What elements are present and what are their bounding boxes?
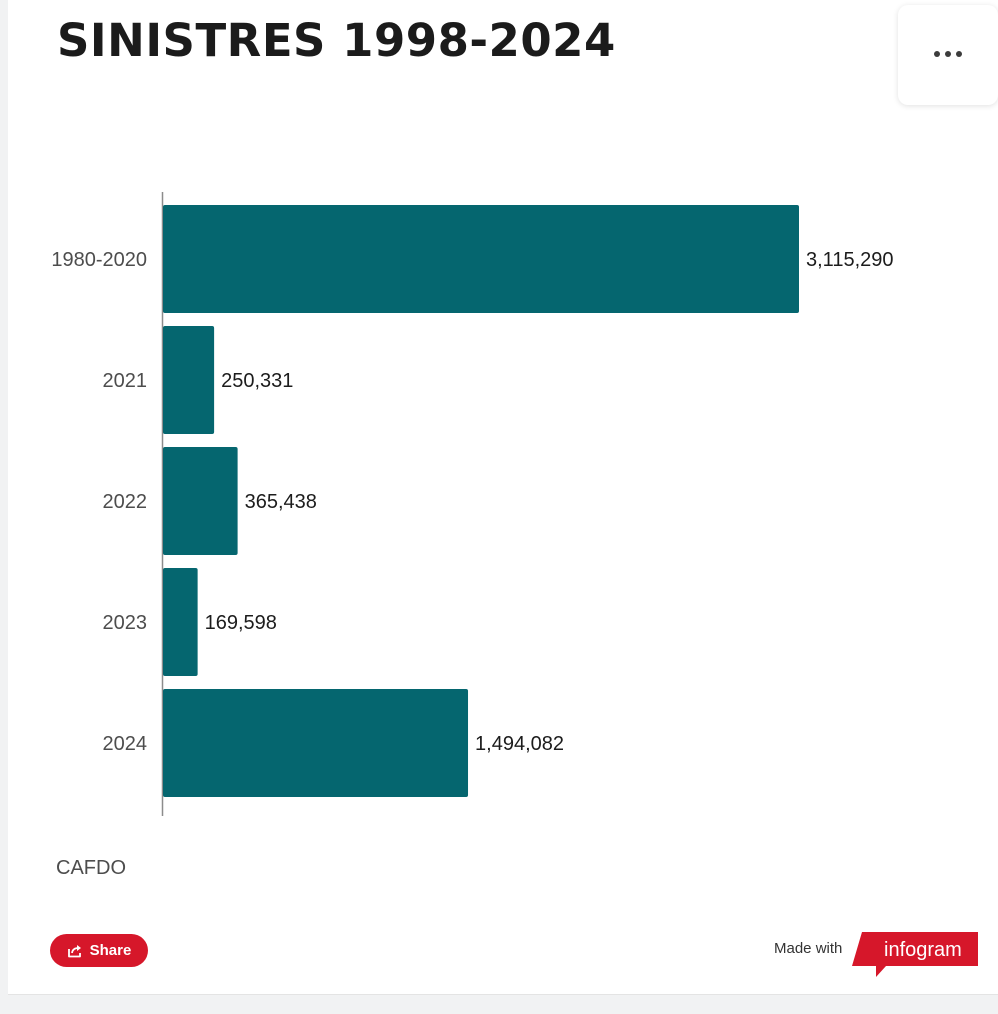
category-labels-group: 1980-2020 2021 2022 2023 2024 <box>51 249 147 755</box>
category-label: 1980-2020 <box>51 249 147 271</box>
value-label: 1,494,082 <box>475 733 564 755</box>
chart-title: SINISTRES 1998-2024 <box>57 14 616 67</box>
share-icon <box>67 944 81 957</box>
more-options-button[interactable] <box>898 5 998 105</box>
share-button[interactable]: Share <box>50 934 148 967</box>
bar-2021[interactable] <box>163 326 215 434</box>
share-label: Share <box>89 942 132 959</box>
more-horizontal-icon <box>934 51 962 57</box>
category-label: 2024 <box>103 733 148 755</box>
category-label: 2023 <box>103 612 148 634</box>
source-text: CAFDO <box>56 857 126 879</box>
bar-chart: 1980-2020 2021 2022 2023 2024 3,115,290 250,3… <box>51 192 894 816</box>
value-label: 365,438 <box>245 491 317 513</box>
infogram-brand-text: infogram <box>884 939 962 961</box>
category-label: 2022 <box>103 491 148 513</box>
bottom-divider <box>8 994 998 995</box>
bar-2024[interactable] <box>163 689 469 797</box>
value-label: 250,331 <box>221 370 293 392</box>
category-label: 2021 <box>103 370 148 392</box>
bar-1980-2020[interactable] <box>163 205 799 313</box>
value-label: 169,598 <box>205 612 277 634</box>
infogram-logo[interactable]: infogram <box>850 930 980 980</box>
value-label: 3,115,290 <box>806 249 894 271</box>
bars-group <box>163 205 799 797</box>
made-with-text: Made with <box>774 940 843 957</box>
bar-2022[interactable] <box>163 447 238 555</box>
value-labels-group: 3,115,290 250,331 365,438 169,598 1,494,082 <box>205 249 894 755</box>
bar-2023[interactable] <box>163 568 198 676</box>
